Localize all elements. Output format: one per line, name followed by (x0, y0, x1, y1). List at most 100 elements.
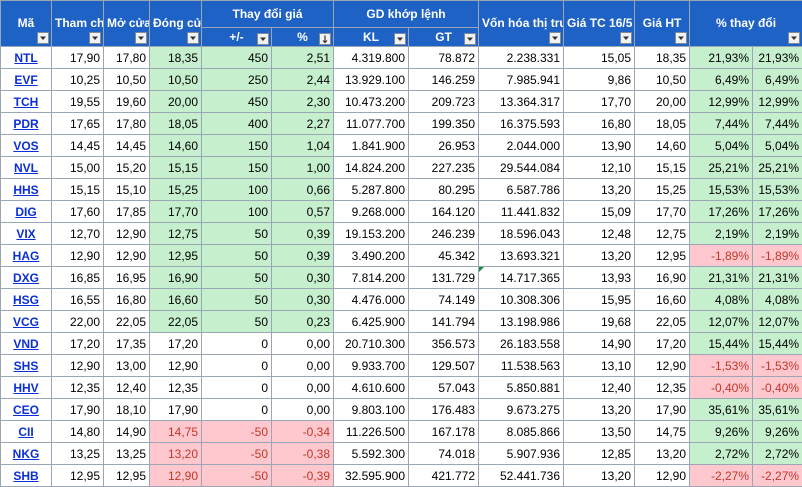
ticker-link[interactable]: SHS (1, 355, 52, 377)
col-header-gia-ht[interactable]: Giá HT (635, 1, 690, 47)
cell-kl: 19.153.200 (334, 223, 409, 245)
ticker-link[interactable]: VCG (1, 311, 52, 333)
ticker-link[interactable]: HHS (1, 179, 52, 201)
cell-gia-ht: 15,15 (635, 157, 690, 179)
ticker-link[interactable]: TCH (1, 91, 52, 113)
filter-dropdown-icon[interactable] (37, 32, 49, 44)
ticker-link[interactable]: VOS (1, 135, 52, 157)
col-header-kl[interactable]: KL (334, 28, 409, 47)
cell-gia-ht: 22,05 (635, 311, 690, 333)
cell-gia-tc: 13,20 (564, 179, 635, 201)
cell-pct-thay-doi-copy: 12,07% (753, 311, 802, 333)
filter-dropdown-icon[interactable] (675, 32, 687, 44)
ticker-link[interactable]: SHB (1, 465, 52, 487)
cell-von-hoa: 6.587.786 (479, 179, 564, 201)
col-header-thay-doi-pct[interactable]: % (272, 28, 334, 47)
cell-change-pct: 0,23 (272, 311, 334, 333)
filter-dropdown-icon[interactable] (620, 32, 632, 44)
cell-dong-cua: 18,35 (150, 47, 202, 69)
ticker-link[interactable]: HSG (1, 289, 52, 311)
filter-dropdown-icon[interactable] (89, 32, 101, 44)
cell-von-hoa: 2.238.331 (479, 47, 564, 69)
col-header-thay-doi-abs[interactable]: +/- (202, 28, 272, 47)
ticker-link[interactable]: DIG (1, 201, 52, 223)
ticker-link[interactable]: NVL (1, 157, 52, 179)
cell-tham-chieu: 12,70 (52, 223, 104, 245)
cell-tham-chieu: 17,90 (52, 47, 104, 69)
cell-gia-tc: 13,20 (564, 245, 635, 267)
cell-mo-cua: 17,80 (104, 113, 150, 135)
ticker-link[interactable]: CEO (1, 399, 52, 421)
col-header-ma[interactable]: Mã (1, 1, 52, 47)
ticker-link[interactable]: PDR (1, 113, 52, 135)
cell-change-pct: 0,00 (272, 355, 334, 377)
ticker-link[interactable]: NTL (1, 47, 52, 69)
filter-dropdown-icon[interactable] (549, 32, 561, 44)
cell-von-hoa: 13.364.317 (479, 91, 564, 113)
cell-gia-ht: 17,20 (635, 333, 690, 355)
cell-pct-thay-doi-copy: 7,44% (753, 113, 802, 135)
cell-dong-cua: 15,15 (150, 157, 202, 179)
col-header-mo-cua[interactable]: Mở cửa (104, 1, 150, 47)
ticker-link[interactable]: DXG (1, 267, 52, 289)
cell-mo-cua: 12,90 (104, 245, 150, 267)
cell-kl: 9.933.700 (334, 355, 409, 377)
cell-mo-cua: 17,80 (104, 47, 150, 69)
cell-kl: 20.710.300 (334, 333, 409, 355)
ticker-link[interactable]: CII (1, 421, 52, 443)
cell-von-hoa: 11.441.832 (479, 201, 564, 223)
col-header-pct-thay-doi[interactable]: % thay đổi (690, 1, 802, 47)
cell-gia-tc: 13,10 (564, 355, 635, 377)
cell-gia-tc: 15,95 (564, 289, 635, 311)
cell-pct-thay-doi: 9,26% (690, 421, 753, 443)
cell-gt: 80.295 (409, 179, 479, 201)
ticker-link[interactable]: EVF (1, 69, 52, 91)
cell-von-hoa: 52.441.736 (479, 465, 564, 487)
cell-pct-thay-doi: -2,27% (690, 465, 753, 487)
filter-dropdown-icon[interactable] (257, 33, 269, 45)
col-header-gia-tc[interactable]: Giá TC 16/5 (564, 1, 635, 47)
ticker-link[interactable]: NKG (1, 443, 52, 465)
cell-pct-thay-doi-copy: -1,53% (753, 355, 802, 377)
ticker-link[interactable]: VIX (1, 223, 52, 245)
ticker-link[interactable]: VND (1, 333, 52, 355)
cell-pct-thay-doi: 15,44% (690, 333, 753, 355)
cell-gia-tc: 15,09 (564, 201, 635, 223)
cell-kl: 9.268.000 (334, 201, 409, 223)
cell-kl: 7.814.200 (334, 267, 409, 289)
ticker-link[interactable]: HAG (1, 245, 52, 267)
filter-dropdown-icon[interactable] (187, 32, 199, 44)
cell-mo-cua: 14,90 (104, 421, 150, 443)
col-header-von-hoa[interactable]: Vốn hóa thị trường (479, 1, 564, 47)
cell-change: -50 (202, 443, 272, 465)
cell-gt: 421.772 (409, 465, 479, 487)
col-header-gt[interactable]: GT (409, 28, 479, 47)
filter-dropdown-icon[interactable] (135, 32, 147, 44)
cell-tham-chieu: 17,65 (52, 113, 104, 135)
sort-descending-icon[interactable] (319, 33, 331, 45)
cell-tham-chieu: 16,85 (52, 267, 104, 289)
cell-change: 450 (202, 91, 272, 113)
cell-tham-chieu: 12,35 (52, 377, 104, 399)
cell-pct-thay-doi: 12,07% (690, 311, 753, 333)
col-header-gia-ht-label: Giá HT (643, 16, 682, 30)
cell-gia-ht: 16,90 (635, 267, 690, 289)
filter-dropdown-icon[interactable] (394, 33, 406, 45)
cell-change: 150 (202, 157, 272, 179)
cell-pct-thay-doi: 7,44% (690, 113, 753, 135)
cell-gia-ht: 10,50 (635, 69, 690, 91)
cell-change-pct: 2,51 (272, 47, 334, 69)
col-header-gt-label: GT (435, 30, 452, 44)
filter-dropdown-icon[interactable] (464, 33, 476, 45)
col-header-tham-chieu[interactable]: Tham chiếu (52, 1, 104, 47)
cell-gia-tc: 9,86 (564, 69, 635, 91)
col-header-dong-cua[interactable]: Đóng cửa (150, 1, 202, 47)
cell-pct-thay-doi: 21,93% (690, 47, 753, 69)
filter-dropdown-icon[interactable] (788, 32, 800, 44)
cell-tham-chieu: 12,90 (52, 355, 104, 377)
ticker-link[interactable]: HHV (1, 377, 52, 399)
cell-gia-ht: 16,60 (635, 289, 690, 311)
